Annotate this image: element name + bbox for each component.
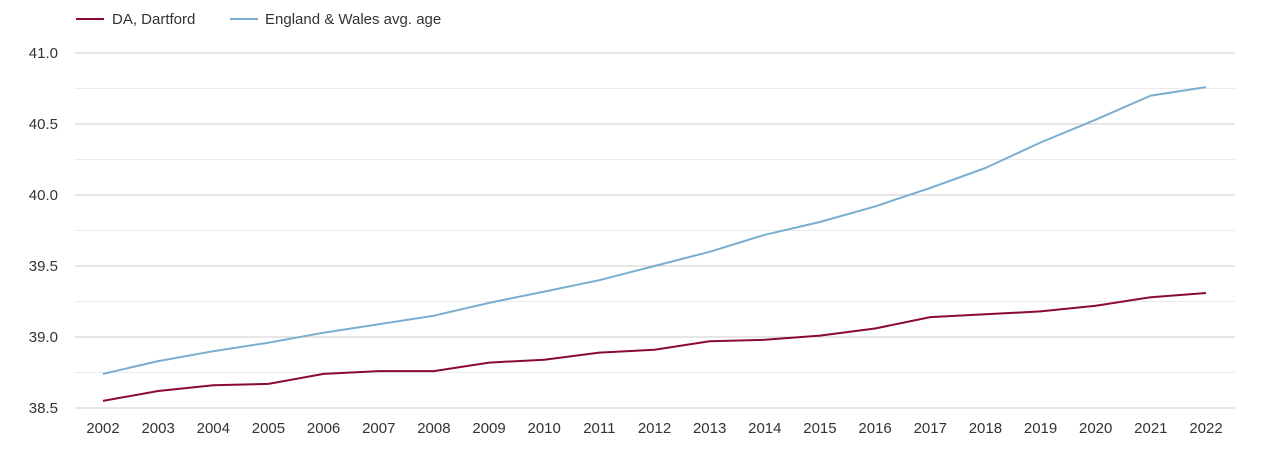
x-tick-label: 2005 — [252, 420, 285, 437]
x-tick-label: 2014 — [748, 420, 781, 437]
grid-lines — [75, 52, 1235, 409]
y-tick-label: 39.0 — [29, 329, 58, 346]
y-tick-label: 41.0 — [29, 45, 58, 62]
x-tick-label: 2012 — [638, 420, 671, 437]
x-axis: 2002 2003 2004 2005 2006 2007 2008 2009 2010 2011… — [86, 420, 1222, 437]
y-tick-label: 39.5 — [29, 258, 58, 275]
legend-label: DA, Dartford — [112, 11, 195, 28]
x-tick-label: 2018 — [969, 420, 1002, 437]
x-tick-label: 2022 — [1189, 420, 1222, 437]
y-tick-label: 40.0 — [29, 187, 58, 204]
x-tick-label: 2008 — [417, 420, 450, 437]
y-axis: 38.5 39.0 39.5 40.0 40.5 41.0 — [29, 45, 58, 417]
x-tick-label: 2002 — [86, 420, 119, 437]
y-tick-label: 40.5 — [29, 116, 58, 133]
x-tick-label: 2010 — [528, 420, 561, 437]
x-tick-label: 2017 — [914, 420, 947, 437]
x-tick-label: 2006 — [307, 420, 340, 437]
x-tick-label: 2007 — [362, 420, 395, 437]
x-tick-label: 2019 — [1024, 420, 1057, 437]
legend: DA, Dartford England & Wales avg. age — [76, 11, 441, 28]
legend-item-dartford[interactable]: DA, Dartford — [76, 11, 195, 28]
legend-item-england-wales[interactable]: England & Wales avg. age — [230, 11, 441, 28]
x-tick-label: 2016 — [858, 420, 891, 437]
x-tick-label: 2009 — [472, 420, 505, 437]
series-lines — [102, 86, 1207, 402]
y-tick-label: 38.5 — [29, 400, 58, 417]
series-line-england-wales[interactable] — [102, 86, 1207, 375]
x-tick-label: 2021 — [1134, 420, 1167, 437]
x-tick-label: 2003 — [141, 420, 174, 437]
x-tick-label: 2013 — [693, 420, 726, 437]
x-tick-label: 2004 — [197, 420, 230, 437]
series-line-dartford[interactable] — [102, 292, 1207, 402]
x-tick-label: 2015 — [803, 420, 836, 437]
x-tick-label: 2020 — [1079, 420, 1112, 437]
legend-label: England & Wales avg. age — [265, 11, 441, 28]
x-tick-label: 2011 — [583, 420, 615, 437]
